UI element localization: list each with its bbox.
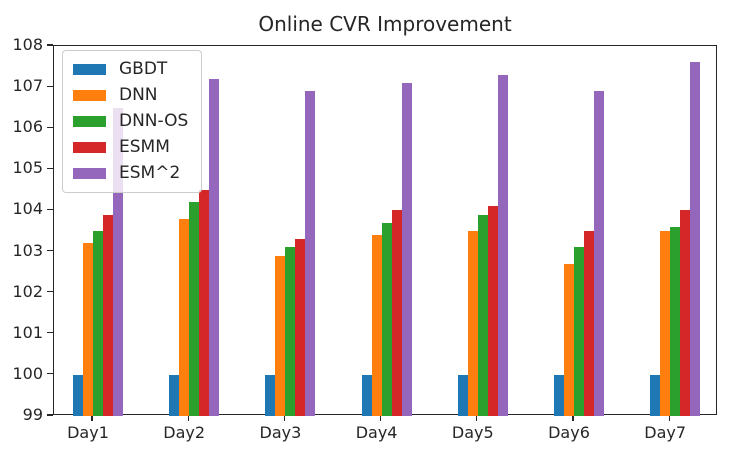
bar-ESMM-Day5 (487, 206, 498, 416)
y-tick-label: 105 (12, 158, 43, 178)
bars-layer (54, 46, 716, 416)
x-tick-label: Day5 (451, 423, 494, 442)
y-tick-mark (47, 332, 53, 334)
x-tick-mark (668, 415, 670, 421)
y-tick-label: 106 (12, 117, 43, 137)
bar-ESMM-Day4 (391, 210, 402, 416)
y-tick-mark (47, 291, 53, 293)
legend-label: GBDT (119, 59, 168, 79)
y-tick-mark (47, 373, 53, 375)
y-tick-label: 102 (12, 281, 43, 301)
legend-label: ESM^2 (119, 163, 181, 183)
y-tick-label: 104 (12, 199, 43, 219)
y-tick-mark (47, 44, 53, 46)
bar-ESMM-Day2 (199, 189, 210, 416)
y-tick-mark (47, 167, 53, 169)
bar-DNN-OS-Day1 (93, 231, 103, 416)
bar-DNN-Day4 (371, 235, 382, 416)
chart-title: Online CVR Improvement (258, 12, 512, 36)
bar-DNN-Day3 (275, 255, 286, 416)
bar-ESM^2-Day6 (594, 91, 604, 416)
y-tick-label: 107 (12, 76, 43, 96)
bar-DNN-OS-Day2 (189, 202, 200, 416)
bar-ESM^2-Day2 (209, 78, 220, 416)
y-tick-label: 108 (12, 35, 43, 54)
bar-DNN-OS-Day6 (574, 247, 584, 416)
legend-label: DNN (119, 85, 158, 105)
plot-area: GBDT DNN DNN-OS ESMM ESM^2 (53, 45, 717, 416)
y-tick-label: 101 (12, 322, 43, 342)
legend: GBDT DNN DNN-OS ESMM ESM^2 (62, 50, 203, 193)
y-tick-mark (47, 250, 53, 252)
legend-swatch-icon (73, 168, 106, 179)
legend-swatch-icon (73, 116, 106, 127)
bar-ESMM-Day6 (584, 231, 594, 416)
legend-swatch-icon (73, 90, 106, 101)
bar-GBDT-Day4 (361, 374, 372, 416)
bar-DNN-Day1 (83, 243, 93, 416)
legend-item-DNN: DNN (73, 86, 188, 105)
x-tick-mark (380, 415, 382, 421)
bar-DNN-OS-Day5 (477, 214, 488, 416)
bar-GBDT-Day5 (457, 374, 468, 416)
legend-item-DNN-OS: DNN-OS (73, 112, 188, 131)
bar-GBDT-Day2 (169, 374, 180, 416)
x-tick-mark (187, 415, 189, 421)
legend-item-ESMM: ESMM (73, 138, 188, 157)
legend-item-GBDT: GBDT (73, 60, 188, 79)
bar-ESMM-Day3 (295, 239, 306, 416)
legend-swatch-icon (73, 64, 106, 75)
bar-ESMM-Day7 (680, 210, 691, 416)
y-tick-label: 103 (12, 240, 43, 260)
bar-ESM^2-Day5 (497, 74, 508, 416)
x-tick-label: Day6 (548, 423, 590, 442)
x-tick-label: Day1 (67, 423, 109, 442)
bar-ESMM-Day1 (103, 214, 113, 416)
x-tick-label: Day2 (163, 423, 206, 442)
x-tick-mark (572, 415, 574, 421)
y-tick-label: 100 (12, 363, 43, 383)
bar-ESM^2-Day4 (401, 83, 412, 416)
legend-label: ESMM (119, 137, 170, 157)
y-tick-label: 99 (22, 405, 43, 424)
x-tick-label: Day7 (644, 423, 687, 442)
bar-DNN-Day2 (179, 218, 190, 416)
bar-DNN-Day6 (564, 263, 574, 416)
bar-DNN-OS-Day3 (285, 247, 296, 416)
y-tick-mark (47, 414, 53, 416)
bar-GBDT-Day3 (265, 374, 276, 416)
bar-DNN-Day5 (467, 231, 478, 416)
bar-DNN-OS-Day7 (670, 226, 681, 416)
x-tick-label: Day4 (355, 423, 398, 442)
bar-GBDT-Day7 (650, 374, 661, 416)
legend-item-ESM^2: ESM^2 (73, 164, 188, 183)
legend-swatch-icon (73, 142, 106, 153)
x-tick-mark (91, 415, 93, 421)
bar-ESM^2-Day7 (690, 62, 701, 416)
bar-DNN-Day7 (660, 231, 671, 416)
bar-ESM^2-Day1 (113, 107, 123, 416)
x-tick-label: Day3 (259, 423, 302, 442)
legend-label: DNN-OS (119, 111, 189, 131)
bar-DNN-OS-Day4 (381, 222, 392, 416)
bar-GBDT-Day6 (554, 374, 564, 416)
y-tick-mark (47, 85, 53, 87)
bar-ESM^2-Day3 (305, 91, 316, 416)
x-tick-mark (476, 415, 478, 421)
bar-GBDT-Day1 (73, 374, 83, 416)
y-tick-mark (47, 126, 53, 128)
x-tick-mark (283, 415, 285, 421)
y-tick-mark (47, 208, 53, 210)
